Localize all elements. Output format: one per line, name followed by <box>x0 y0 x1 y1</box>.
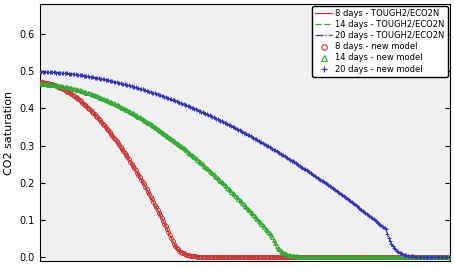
Y-axis label: CO2 saturation: CO2 saturation <box>4 90 14 174</box>
Legend: 8 days - TOUGH2/ECO2N, 14 days - TOUGH2/ECO2N, 20 days - TOUGH2/ECO2N, 8 days - : 8 days - TOUGH2/ECO2N, 14 days - TOUGH2/… <box>312 6 448 77</box>
